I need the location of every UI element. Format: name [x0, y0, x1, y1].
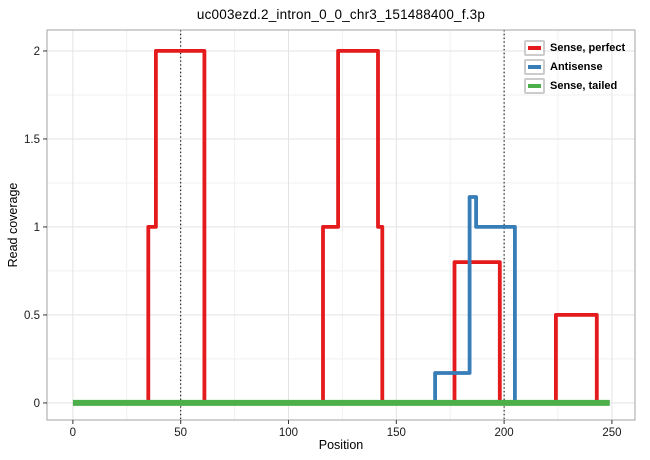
legend-label-sense-tailed: Sense, tailed [550, 79, 618, 92]
x-axis-label: Position [318, 438, 364, 452]
legend-item-sense-perfect: Sense, perfect [524, 38, 625, 57]
x-tick-label: 50 [174, 427, 187, 439]
legend-color-bar [528, 83, 541, 88]
legend-swatch-sense-perfect-icon [524, 39, 545, 56]
x-tick-label: 100 [279, 427, 298, 439]
chart-title: uc003ezd.2_intron_0_0_chr3_151488400_f.3… [196, 7, 486, 22]
x-tick-label: 200 [495, 427, 514, 439]
series-antisense [433, 195, 517, 403]
legend-color-bar [528, 45, 541, 50]
x-tick-label: 250 [602, 427, 621, 439]
legend-color-bar [528, 64, 541, 69]
y-axis-label: Read coverage [6, 182, 20, 268]
legend-item-sense-tailed: Sense, tailed [524, 76, 625, 95]
legend-swatch-antisense-icon [524, 58, 545, 75]
y-tick-label: 0.5 [24, 310, 40, 322]
legend-label-antisense: Antisense [550, 60, 603, 73]
y-tick-label: 1.5 [24, 134, 40, 146]
y-tick-label: 1 [34, 222, 40, 234]
x-tick-label: 150 [387, 427, 406, 439]
legend-item-antisense: Antisense [524, 57, 625, 76]
legend: Sense, perfect Antisense Sense, tailed [524, 38, 625, 95]
y-tick-label: 2 [34, 46, 40, 58]
panel-border [46, 29, 636, 421]
y-tick-label: 0 [34, 398, 40, 410]
legend-swatch-sense-tailed-icon [524, 77, 545, 94]
legend-label-sense-perfect: Sense, perfect [550, 41, 626, 54]
x-tick-label: 0 [70, 427, 76, 439]
